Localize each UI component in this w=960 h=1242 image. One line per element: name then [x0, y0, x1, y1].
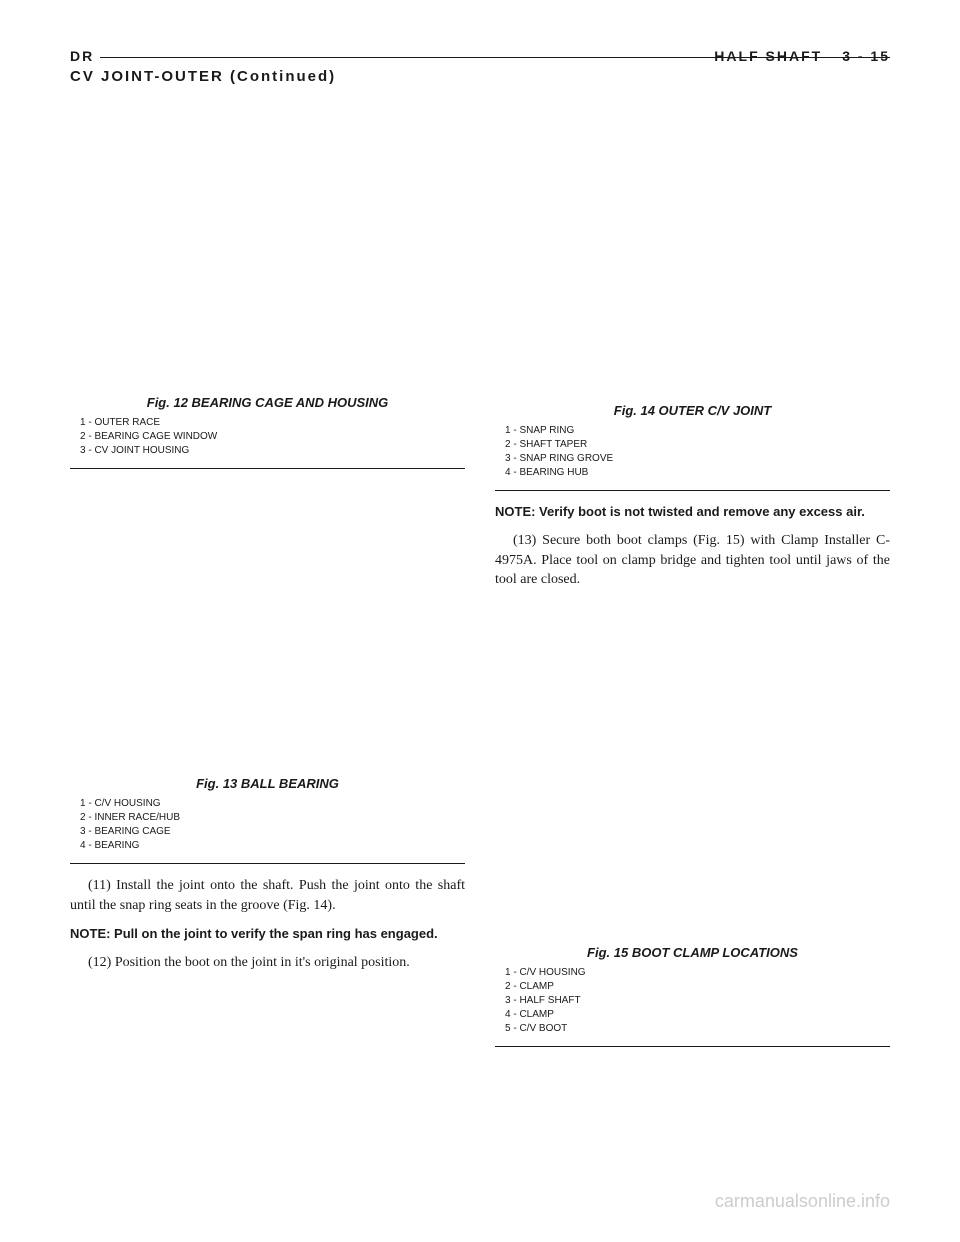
figure-12-image: [70, 100, 465, 390]
separator: [70, 468, 465, 469]
legend-item: 1 - C/V HOUSING: [80, 797, 465, 811]
legend-item: 2 - CLAMP: [505, 980, 890, 994]
right-column: Fig. 14 OUTER C/V JOINT 1 - SNAP RING 2 …: [495, 100, 890, 1059]
figure-13-legend: 1 - C/V HOUSING 2 - INNER RACE/HUB 3 - B…: [70, 797, 465, 861]
legend-item: 4 - CLAMP: [505, 1008, 890, 1022]
page-header: DR HALF SHAFT 3 - 15: [70, 48, 890, 64]
legend-item: 1 - C/V HOUSING: [505, 966, 890, 980]
legend-item: 3 - SNAP RING GROVE: [505, 452, 890, 466]
section-title: CV JOINT-OUTER (Continued): [70, 68, 890, 85]
header-left: DR: [70, 48, 94, 64]
figure-14-legend: 1 - SNAP RING 2 - SHAFT TAPER 3 - SNAP R…: [495, 424, 890, 488]
legend-item: 2 - SHAFT TAPER: [505, 438, 890, 452]
header-dr: DR: [70, 48, 94, 64]
figure-15-caption: Fig. 15 BOOT CLAMP LOCATIONS: [495, 945, 890, 960]
figure-14-image: [495, 100, 890, 398]
separator: [495, 490, 890, 491]
legend-item: 3 - BEARING CAGE: [80, 825, 465, 839]
figure-13-image: [70, 481, 465, 771]
figure-14-caption: Fig. 14 OUTER C/V JOINT: [495, 403, 890, 418]
legend-item: 3 - HALF SHAFT: [505, 994, 890, 1008]
header-page: 3 - 15: [842, 48, 890, 64]
figure-15-image: [495, 600, 890, 940]
paragraph-12: (12) Position the boot on the joint in i…: [70, 953, 465, 973]
figure-12-caption: Fig. 12 BEARING CAGE AND HOUSING: [70, 395, 465, 410]
note-2: NOTE: Verify boot is not twisted and rem…: [495, 503, 890, 521]
legend-item: 4 - BEARING: [80, 839, 465, 853]
watermark: carmanualsonline.info: [715, 1191, 890, 1212]
legend-item: 5 - C/V BOOT: [505, 1022, 890, 1036]
separator: [495, 1046, 890, 1047]
paragraph-13: (13) Secure both boot clamps (Fig. 15) w…: [495, 531, 890, 590]
separator: [70, 863, 465, 864]
header-section: HALF SHAFT: [714, 48, 822, 64]
content-columns: Fig. 12 BEARING CAGE AND HOUSING 1 - OUT…: [70, 100, 890, 1059]
legend-item: 4 - BEARING HUB: [505, 466, 890, 480]
legend-item: 3 - CV JOINT HOUSING: [80, 444, 465, 458]
figure-15-legend: 1 - C/V HOUSING 2 - CLAMP 3 - HALF SHAFT…: [495, 966, 890, 1044]
legend-item: 2 - BEARING CAGE WINDOW: [80, 430, 465, 444]
figure-12-legend: 1 - OUTER RACE 2 - BEARING CAGE WINDOW 3…: [70, 416, 465, 466]
figure-13-caption: Fig. 13 BALL BEARING: [70, 776, 465, 791]
legend-item: 2 - INNER RACE/HUB: [80, 811, 465, 825]
legend-item: 1 - OUTER RACE: [80, 416, 465, 430]
paragraph-11: (11) Install the joint onto the shaft. P…: [70, 876, 465, 915]
header-right: HALF SHAFT 3 - 15: [714, 48, 890, 64]
note-1: NOTE: Pull on the joint to verify the sp…: [70, 925, 465, 943]
legend-item: 1 - SNAP RING: [505, 424, 890, 438]
left-column: Fig. 12 BEARING CAGE AND HOUSING 1 - OUT…: [70, 100, 465, 1059]
